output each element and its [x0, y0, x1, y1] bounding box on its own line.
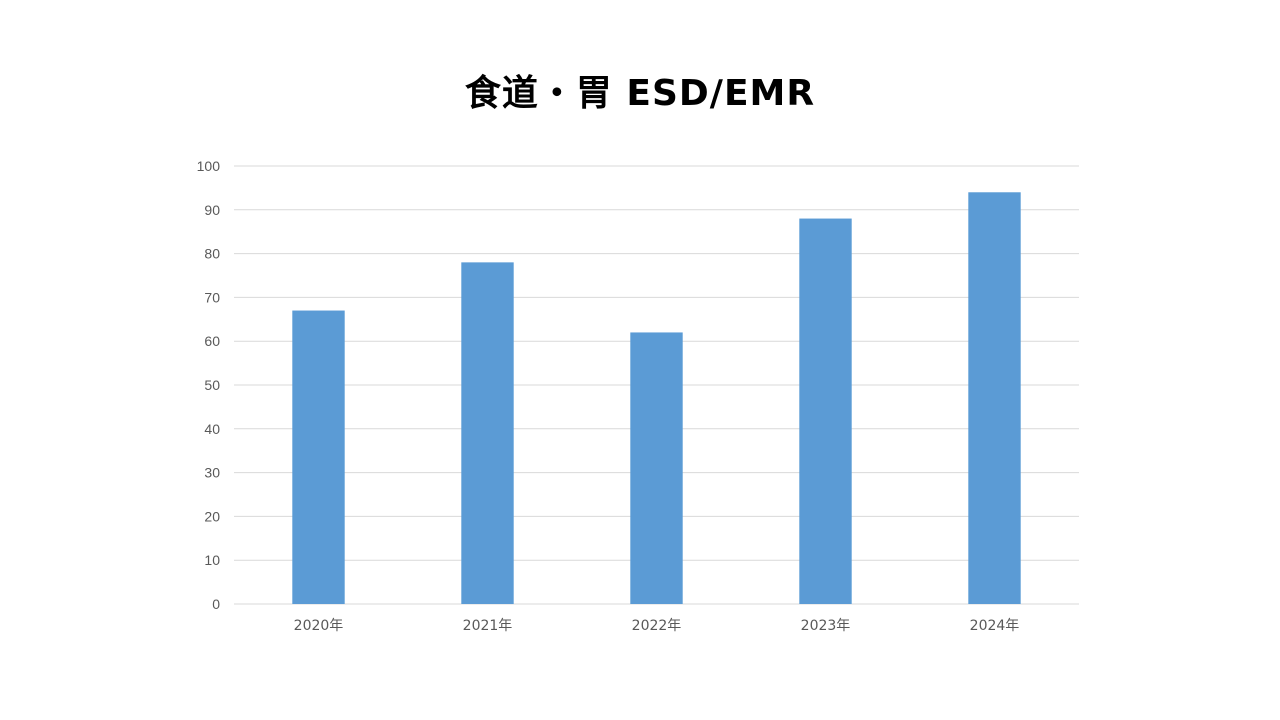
x-tick-label: 2022年 — [632, 618, 682, 634]
x-axis-ticks: 2020年 2021年 2022年 2023年 2024年 — [294, 618, 1020, 634]
y-tick-label: 30 — [204, 465, 220, 481]
y-axis-ticks: 0 10 20 30 40 50 60 70 80 90 100 — [197, 158, 221, 612]
bar-2022年 — [630, 332, 683, 604]
y-tick-label: 10 — [204, 552, 220, 568]
y-tick-label: 60 — [204, 333, 220, 349]
bar-2024年 — [968, 192, 1021, 604]
y-tick-label: 100 — [197, 158, 221, 174]
y-tick-label: 80 — [204, 246, 220, 262]
bar-2023年 — [799, 218, 852, 604]
bar-2021年 — [461, 262, 514, 604]
y-tick-label: 40 — [204, 421, 220, 437]
y-tick-label: 50 — [204, 377, 220, 393]
y-tick-label: 70 — [204, 289, 220, 305]
x-tick-label: 2021年 — [463, 618, 513, 634]
y-tick-label: 0 — [212, 596, 220, 612]
x-tick-label: 2024年 — [970, 618, 1020, 634]
chart-title: 食道・胃 ESD/EMR — [464, 73, 816, 114]
bar-2020年 — [292, 310, 345, 604]
x-tick-label: 2023年 — [801, 618, 851, 634]
y-tick-label: 20 — [204, 508, 220, 524]
y-tick-label: 90 — [204, 202, 220, 218]
x-tick-label: 2020年 — [294, 618, 344, 634]
bars — [292, 192, 1021, 604]
